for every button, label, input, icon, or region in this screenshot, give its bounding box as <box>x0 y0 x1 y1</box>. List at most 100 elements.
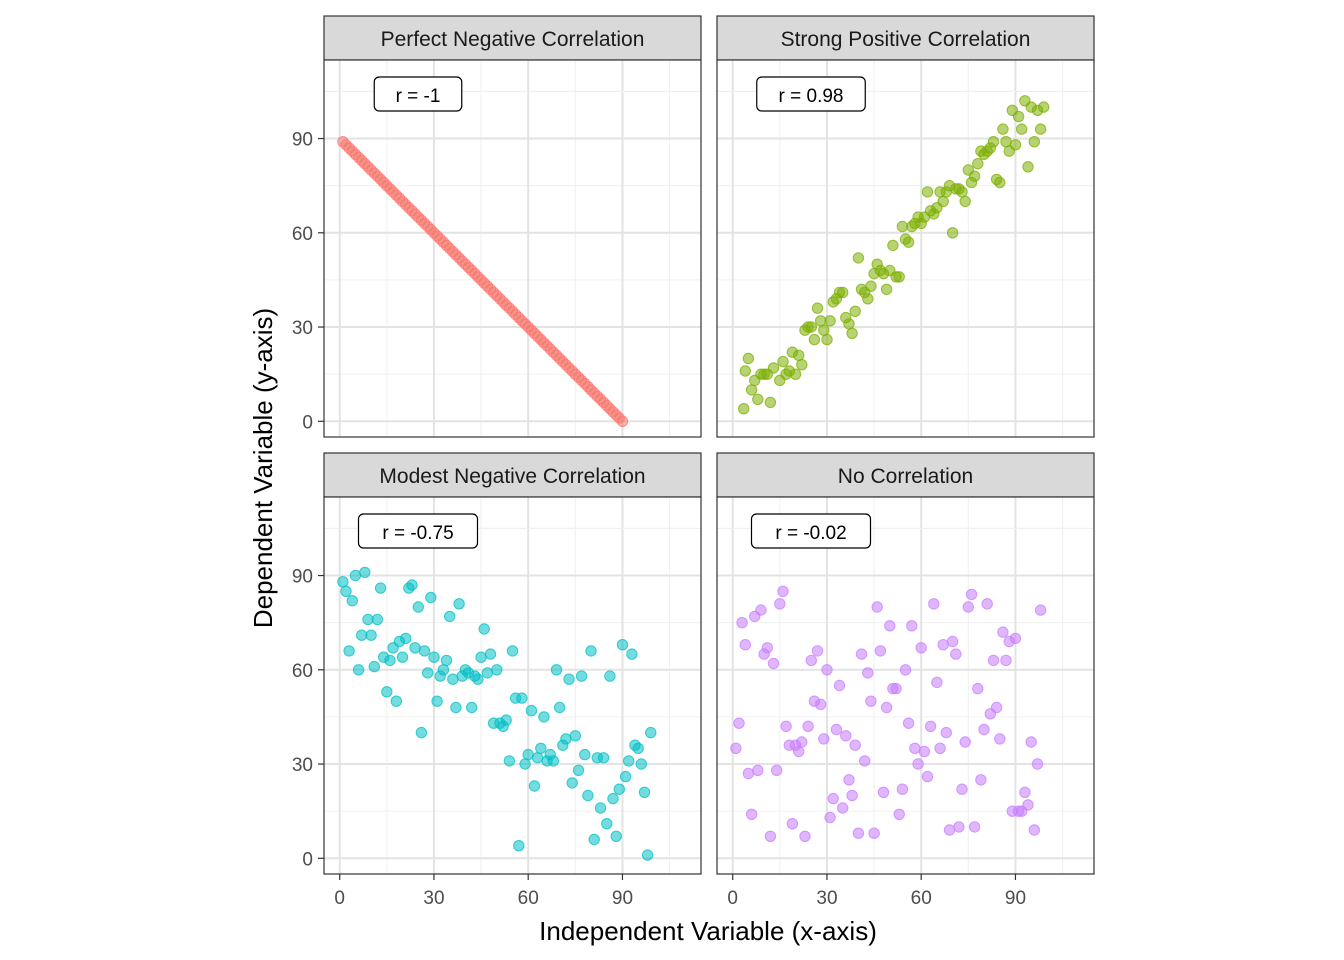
data-point <box>340 585 352 597</box>
panel-border <box>323 59 702 438</box>
data-point <box>1000 654 1012 667</box>
scatter-series <box>337 566 657 861</box>
data-point <box>368 660 380 673</box>
data-point <box>805 321 817 333</box>
data-point <box>865 280 877 292</box>
data-point <box>799 830 811 842</box>
data-point <box>906 620 918 632</box>
data-point <box>931 676 943 689</box>
data-point <box>343 645 355 657</box>
data-point <box>739 365 751 377</box>
data-point <box>818 324 830 336</box>
data-point <box>745 808 758 820</box>
data-point <box>780 720 792 732</box>
data-point <box>915 642 927 654</box>
data-point <box>852 252 865 264</box>
data-point <box>796 359 808 371</box>
data-point <box>409 642 421 654</box>
data-point <box>978 723 990 736</box>
data-point <box>575 670 588 682</box>
data-point <box>965 588 978 601</box>
facet-panel-3: Modest Negative Correlation r = -0.75 0 30 6… <box>292 452 702 909</box>
data-point <box>588 833 600 846</box>
data-point <box>519 758 531 770</box>
y-tick-label: 60 <box>292 661 313 682</box>
data-point <box>994 176 1006 189</box>
data-point <box>767 362 780 374</box>
data-point <box>755 604 767 616</box>
data-point <box>406 579 418 591</box>
data-point <box>535 742 547 754</box>
panel-border <box>716 59 1095 438</box>
data-point <box>1016 123 1028 135</box>
data-point <box>862 667 874 679</box>
panel-background <box>717 60 1094 437</box>
data-point <box>450 701 462 714</box>
data-point <box>786 818 799 830</box>
data-point <box>959 736 971 748</box>
panel-border <box>716 496 1095 875</box>
correlation-value: r = 0.98 <box>779 86 844 107</box>
data-point <box>909 742 921 754</box>
data-point <box>859 755 871 767</box>
data-point <box>623 755 635 767</box>
data-point <box>833 679 846 692</box>
facet-title: Strong Positive Correlation <box>781 28 1031 51</box>
data-point <box>902 717 915 729</box>
facet-title: No Correlation <box>838 465 973 488</box>
correlation-value: r = -1 <box>396 86 441 107</box>
data-point <box>453 598 465 610</box>
data-point <box>632 742 644 754</box>
correlation-label-box <box>357 513 479 549</box>
data-point <box>601 818 613 830</box>
y-tick-label: 30 <box>292 755 313 776</box>
data-point <box>415 726 428 739</box>
data-point <box>553 701 566 714</box>
data-point <box>525 704 538 717</box>
data-point <box>956 783 968 795</box>
data-point <box>880 701 893 714</box>
panel-border <box>323 496 702 875</box>
data-point <box>840 730 852 742</box>
data-point <box>616 415 629 427</box>
data-point <box>1034 123 1047 135</box>
y-tick-label: 0 <box>302 849 313 870</box>
data-point <box>959 195 971 208</box>
data-point <box>796 736 808 748</box>
data-point <box>981 598 993 610</box>
data-point <box>1022 161 1034 173</box>
data-point <box>918 745 931 758</box>
data-point <box>513 840 525 852</box>
data-point <box>808 333 821 346</box>
data-point <box>972 158 984 170</box>
data-point <box>761 642 773 654</box>
y-tick-label: 60 <box>292 224 313 245</box>
facet-strip <box>716 15 1095 61</box>
data-point <box>975 774 987 786</box>
data-point <box>880 283 893 295</box>
data-point <box>764 396 777 409</box>
data-point <box>381 686 393 698</box>
x-tick-label: 60 <box>911 888 932 909</box>
data-point <box>811 302 824 314</box>
panel-background <box>324 60 701 437</box>
data-point <box>638 786 651 798</box>
data-point <box>937 195 949 208</box>
data-point <box>1000 136 1012 148</box>
data-point <box>940 726 952 739</box>
data-point <box>538 711 550 723</box>
data-point <box>811 645 824 657</box>
data-point <box>793 349 805 361</box>
data-point <box>503 755 516 767</box>
data-point <box>475 651 487 663</box>
data-point <box>390 695 402 707</box>
data-point <box>843 318 855 330</box>
data-point <box>569 730 581 742</box>
data-point <box>739 639 751 651</box>
data-point <box>846 789 858 802</box>
data-point <box>846 327 858 339</box>
data-point <box>396 651 409 663</box>
data-point <box>752 393 764 405</box>
data-point <box>987 136 1000 148</box>
data-point <box>767 657 780 670</box>
